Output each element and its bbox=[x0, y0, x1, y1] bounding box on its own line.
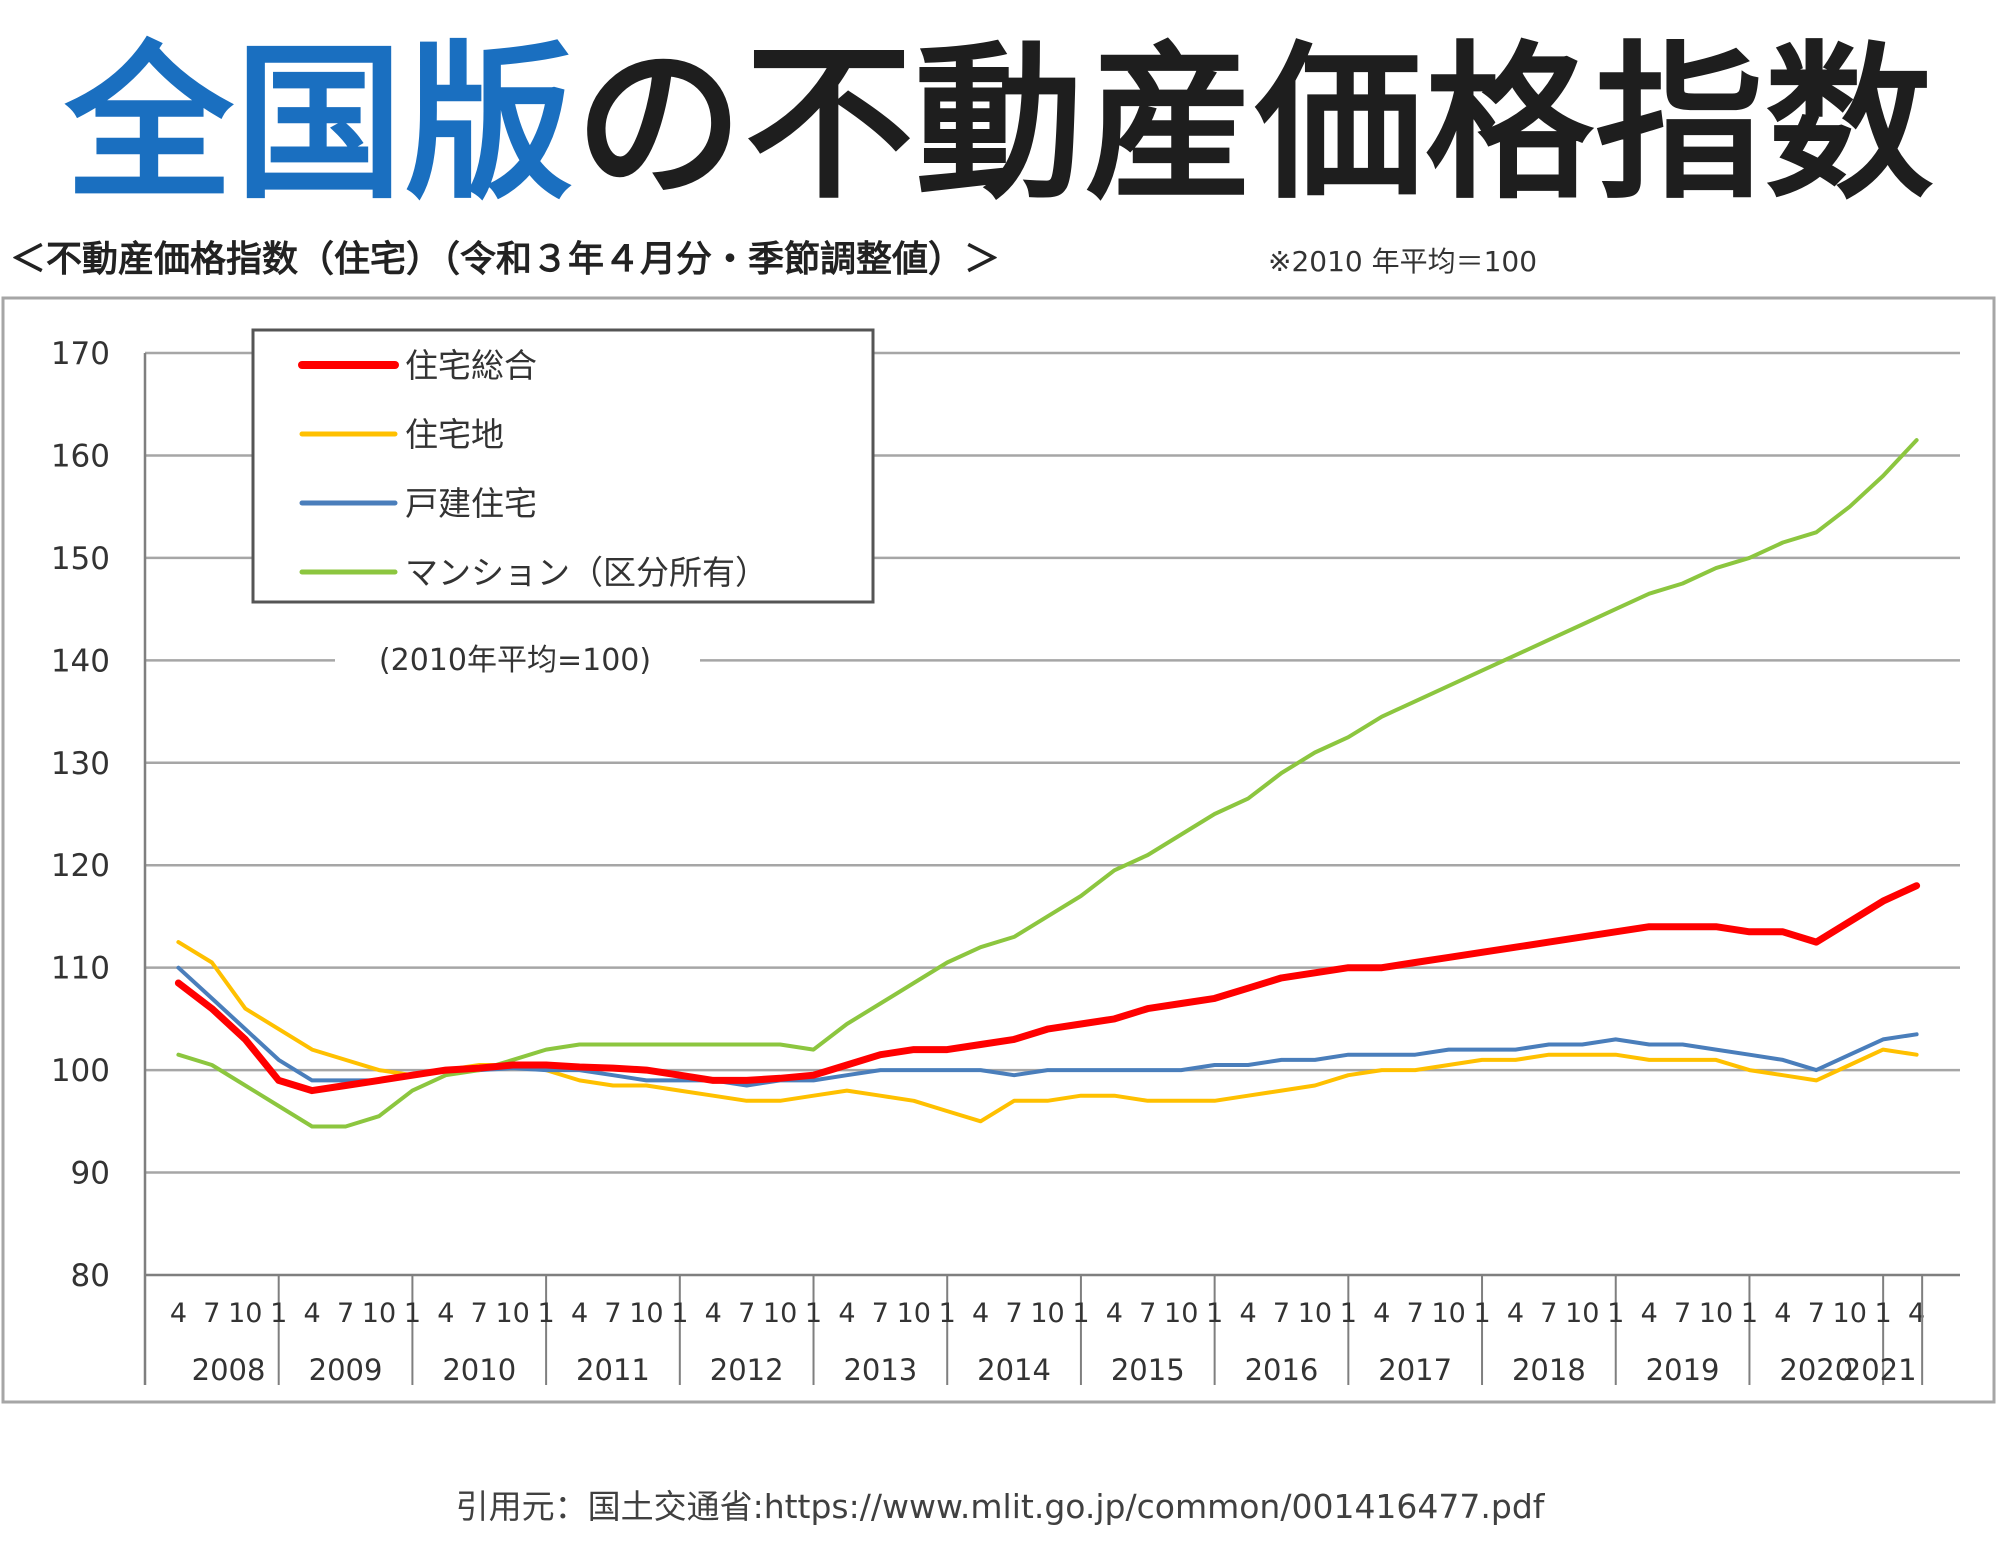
legend-box bbox=[251, 328, 875, 604]
year-label: 2011 bbox=[576, 1353, 650, 1387]
year-label: 2021 bbox=[1843, 1353, 1917, 1387]
month-tick-label: 7 bbox=[203, 1298, 220, 1329]
month-tick-label: 10 bbox=[1431, 1298, 1465, 1329]
month-tick-label: 4 bbox=[1239, 1298, 1256, 1329]
month-tick-label: 7 bbox=[1407, 1298, 1424, 1329]
month-tick-label: 1 bbox=[939, 1298, 956, 1329]
month-tick-label: 10 bbox=[1833, 1298, 1867, 1329]
series-lines bbox=[174, 438, 1921, 1129]
month-tick-label: 4 bbox=[1106, 1298, 1123, 1329]
month-tick-label: 7 bbox=[1808, 1298, 1825, 1329]
month-tick-label: 1 bbox=[404, 1298, 421, 1329]
month-tick-label: 1 bbox=[805, 1298, 822, 1329]
month-tick-label: 10 bbox=[1565, 1298, 1599, 1329]
year-label: 2013 bbox=[843, 1353, 917, 1387]
month-tick-label: 1 bbox=[671, 1298, 688, 1329]
month-tick-label: 4 bbox=[838, 1298, 855, 1329]
year-label: 2010 bbox=[442, 1353, 516, 1387]
month-tick-label: 10 bbox=[496, 1298, 530, 1329]
y-tick-label: 160 bbox=[51, 438, 110, 474]
month-tick-label: 1 bbox=[1875, 1298, 1892, 1329]
y-tick-label: 110 bbox=[51, 951, 110, 987]
year-label: 2009 bbox=[309, 1353, 383, 1387]
legend-label: 住宅地 bbox=[405, 415, 504, 454]
month-tick-label: 1 bbox=[1741, 1298, 1758, 1329]
month-tick-label: 7 bbox=[604, 1298, 621, 1329]
month-tick-label: 1 bbox=[1473, 1298, 1490, 1329]
chart-subtitle: ＜不動産価格指数（住宅）（令和３年４月分・季節調整値）＞ bbox=[10, 239, 1001, 280]
month-tick-label: 4 bbox=[304, 1298, 321, 1329]
headline-rest: の不動産価格指数 bbox=[575, 26, 1935, 222]
year-label: 2008 bbox=[192, 1353, 266, 1387]
year-label: 2018 bbox=[1512, 1353, 1586, 1387]
month-tick-label: 10 bbox=[1699, 1298, 1733, 1329]
month-tick-label: 4 bbox=[1507, 1298, 1524, 1329]
y-tick-label: 120 bbox=[51, 848, 110, 884]
headline-highlight: 全国版 bbox=[65, 26, 575, 222]
y-axis: 80 90 100 110 120 130 140 150 160 170 bbox=[51, 336, 110, 1294]
base-note: ※2010 年平均＝100 bbox=[1268, 245, 1538, 278]
year-label: 2017 bbox=[1378, 1353, 1452, 1387]
month-tick-label: 7 bbox=[1540, 1298, 1557, 1329]
month-tick-label: 1 bbox=[538, 1298, 555, 1329]
month-tick-label: 1 bbox=[1072, 1298, 1089, 1329]
month-tick-label: 1 bbox=[270, 1298, 287, 1329]
month-tick-label: 10 bbox=[228, 1298, 262, 1329]
year-label: 2015 bbox=[1111, 1353, 1185, 1387]
y-tick-label: 100 bbox=[51, 1053, 110, 1089]
y-tick-label: 150 bbox=[51, 541, 110, 577]
month-tick-label: 4 bbox=[972, 1298, 989, 1329]
month-tick-label: 10 bbox=[763, 1298, 797, 1329]
month-tick-label: 4 bbox=[1774, 1298, 1791, 1329]
legend-label: マンション（区分所有） bbox=[405, 553, 768, 592]
month-tick-label: 7 bbox=[471, 1298, 488, 1329]
base-annotation: (2010年平均=100) bbox=[379, 643, 651, 678]
source-citation: 引用元：国土交通省:https://www.mlit.go.jp/common/… bbox=[455, 1487, 1545, 1526]
year-label: 2012 bbox=[710, 1353, 784, 1387]
month-tick-label: 10 bbox=[1298, 1298, 1332, 1329]
legend-label: 戸建住宅 bbox=[405, 484, 537, 523]
month-tick-label: 10 bbox=[1030, 1298, 1064, 1329]
year-label: 2016 bbox=[1245, 1353, 1319, 1387]
month-tick-label: 4 bbox=[170, 1298, 187, 1329]
month-tick-label: 4 bbox=[705, 1298, 722, 1329]
month-tick-label: 1 bbox=[1340, 1298, 1357, 1329]
month-tick-label: 7 bbox=[872, 1298, 889, 1329]
month-tick-label: 7 bbox=[1005, 1298, 1022, 1329]
month-tick-label: 10 bbox=[1164, 1298, 1198, 1329]
year-label: 2014 bbox=[977, 1353, 1051, 1387]
y-tick-label: 90 bbox=[71, 1156, 110, 1192]
year-label: 2020 bbox=[1779, 1353, 1853, 1387]
month-tick-label: 4 bbox=[1373, 1298, 1390, 1329]
month-tick-label: 7 bbox=[738, 1298, 755, 1329]
month-tick-label: 4 bbox=[571, 1298, 588, 1329]
y-tick-label: 80 bbox=[71, 1258, 110, 1294]
month-tick-label: 10 bbox=[629, 1298, 663, 1329]
series-line bbox=[174, 882, 1921, 1095]
month-tick-label: 7 bbox=[337, 1298, 354, 1329]
legend-label: 住宅総合 bbox=[405, 346, 537, 385]
month-tick-label: 7 bbox=[1273, 1298, 1290, 1329]
year-label: 2019 bbox=[1646, 1353, 1720, 1387]
month-tick-label: 7 bbox=[1139, 1298, 1156, 1329]
month-tick-label: 4 bbox=[1908, 1298, 1925, 1329]
headline: 全国版の不動産価格指数 bbox=[0, 40, 2000, 208]
month-tick-label: 10 bbox=[897, 1298, 931, 1329]
annotation-bg bbox=[335, 640, 700, 680]
month-tick-label: 1 bbox=[1607, 1298, 1624, 1329]
month-tick-label: 7 bbox=[1674, 1298, 1691, 1329]
month-tick-label: 10 bbox=[362, 1298, 396, 1329]
y-tick-label: 170 bbox=[51, 336, 110, 372]
month-tick-label: 1 bbox=[1206, 1298, 1223, 1329]
y-tick-label: 140 bbox=[51, 643, 110, 679]
y-tick-label: 130 bbox=[51, 746, 110, 782]
month-tick-label: 4 bbox=[437, 1298, 454, 1329]
month-tick-label: 4 bbox=[1641, 1298, 1658, 1329]
